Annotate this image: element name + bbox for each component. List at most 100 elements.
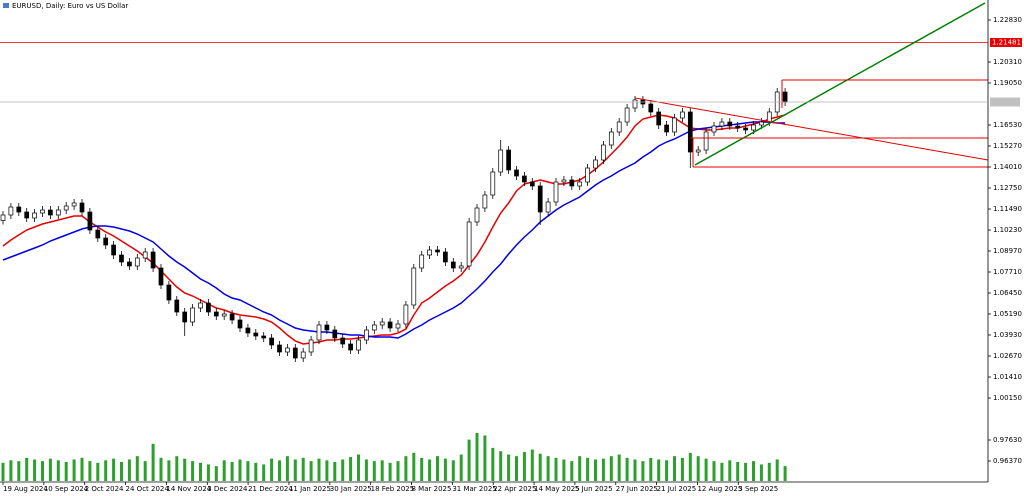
- candle-body: [577, 181, 583, 187]
- candle-body: [340, 337, 346, 345]
- y-tick-label: 1.01410: [993, 373, 1022, 381]
- candle-body: [229, 313, 235, 321]
- volume-bar: [112, 458, 116, 481]
- candle-body: [71, 202, 77, 207]
- candle-body: [727, 121, 733, 127]
- level-label-box: [990, 37, 1022, 47]
- candle-body: [261, 335, 267, 339]
- candle-body: [213, 311, 219, 317]
- candle-body: [348, 343, 353, 351]
- candle-body: [292, 347, 298, 359]
- y-tick-label: 1.14010: [993, 163, 1022, 171]
- volume-bar: [301, 457, 305, 481]
- candle-body: [87, 211, 93, 231]
- candle-body: [514, 169, 519, 177]
- candle-body: [427, 249, 432, 256]
- candle-body: [0, 214, 6, 221]
- candle-body: [601, 144, 606, 161]
- candle-body: [206, 302, 211, 313]
- y-tick-label: 1.11490: [993, 205, 1022, 213]
- volume-bar: [515, 456, 518, 481]
- candle-body: [316, 324, 322, 341]
- candle-body: [8, 206, 14, 216]
- candle-body: [24, 211, 30, 219]
- volume-bar: [720, 462, 724, 481]
- volume-bar: [293, 459, 297, 481]
- volume-bar: [175, 456, 179, 481]
- volume-bar: [238, 459, 242, 481]
- volume-bar: [230, 461, 234, 481]
- volume-bar: [499, 451, 503, 481]
- chart-title: EURUSD, Daily: Euro vs US Dollar: [12, 2, 128, 10]
- y-tick-label: 1.20310: [993, 58, 1022, 66]
- candle-body: [474, 207, 480, 223]
- candle-body: [751, 124, 756, 131]
- candle-body: [506, 149, 511, 171]
- candle-body: [95, 229, 101, 239]
- volume-bar: [443, 458, 447, 481]
- volume-bar: [88, 461, 92, 481]
- candle-body: [308, 339, 314, 353]
- volume-bar: [151, 443, 155, 481]
- y-tick-label: 0.96370: [993, 457, 1022, 465]
- volume-bar: [728, 460, 732, 481]
- volume-bar: [357, 454, 360, 481]
- candle-body: [111, 244, 116, 256]
- candle-body: [561, 179, 567, 183]
- volume-bar: [404, 456, 408, 481]
- candle-body: [32, 212, 37, 219]
- volume-bar: [767, 462, 771, 481]
- x-tick-label: 19 Aug 2024: [3, 485, 48, 493]
- candle-body: [166, 284, 172, 301]
- volume-bar: [380, 460, 384, 481]
- volume-bar: [633, 459, 637, 481]
- volume-bar: [538, 453, 542, 481]
- y-tick-label: 1.15270: [993, 142, 1022, 150]
- candle-body: [245, 327, 251, 334]
- y-tick-label: 1.12750: [993, 184, 1022, 192]
- x-tick-label: 2 Oct 2024: [85, 485, 124, 493]
- candle-body: [119, 254, 124, 263]
- volume-bar: [475, 433, 479, 481]
- candle-body: [545, 201, 551, 213]
- x-tick-label: 18 Feb 2025: [371, 485, 415, 493]
- volume-bar: [262, 464, 266, 481]
- y-tick-label: 1.19050: [993, 79, 1022, 87]
- y-tick-label: 1.16530: [993, 121, 1022, 129]
- candle-body: [482, 194, 488, 209]
- volume-bar: [17, 461, 21, 481]
- candle-body: [190, 307, 195, 323]
- symbol-icon: [3, 3, 9, 8]
- volume-bar: [341, 459, 345, 481]
- candle-body: [498, 149, 504, 173]
- volume-bar: [688, 452, 692, 481]
- candle-body: [411, 267, 417, 306]
- candle-body: [356, 339, 361, 351]
- plot-area: [0, 42, 988, 481]
- volume-bar: [428, 459, 432, 481]
- candle-body: [743, 127, 748, 131]
- volume-bar: [554, 457, 558, 481]
- volume-bar: [135, 456, 139, 481]
- y-tick-label: 1.06450: [993, 289, 1022, 297]
- candle-body: [632, 99, 638, 109]
- candle-body: [529, 181, 535, 187]
- y-tick-label: 1.07710: [993, 268, 1022, 276]
- volume-bar: [712, 461, 716, 481]
- candle-body: [593, 159, 598, 169]
- candle-body: [443, 251, 448, 263]
- candle-body: [387, 321, 393, 329]
- candle-body: [277, 344, 282, 353]
- volume-bar: [333, 461, 337, 481]
- drawn-objects: [634, 2, 989, 168]
- volume-bar: [9, 460, 13, 481]
- candle-body: [332, 329, 338, 339]
- candle-body: [687, 111, 693, 153]
- volume-bar: [104, 460, 108, 481]
- y-tick-label: 1.05190: [993, 310, 1022, 318]
- x-tick-label: 21 Jul 2025: [657, 485, 697, 493]
- candle-body: [48, 209, 53, 216]
- volume-bar: [594, 459, 597, 481]
- volume-bar: [80, 457, 84, 481]
